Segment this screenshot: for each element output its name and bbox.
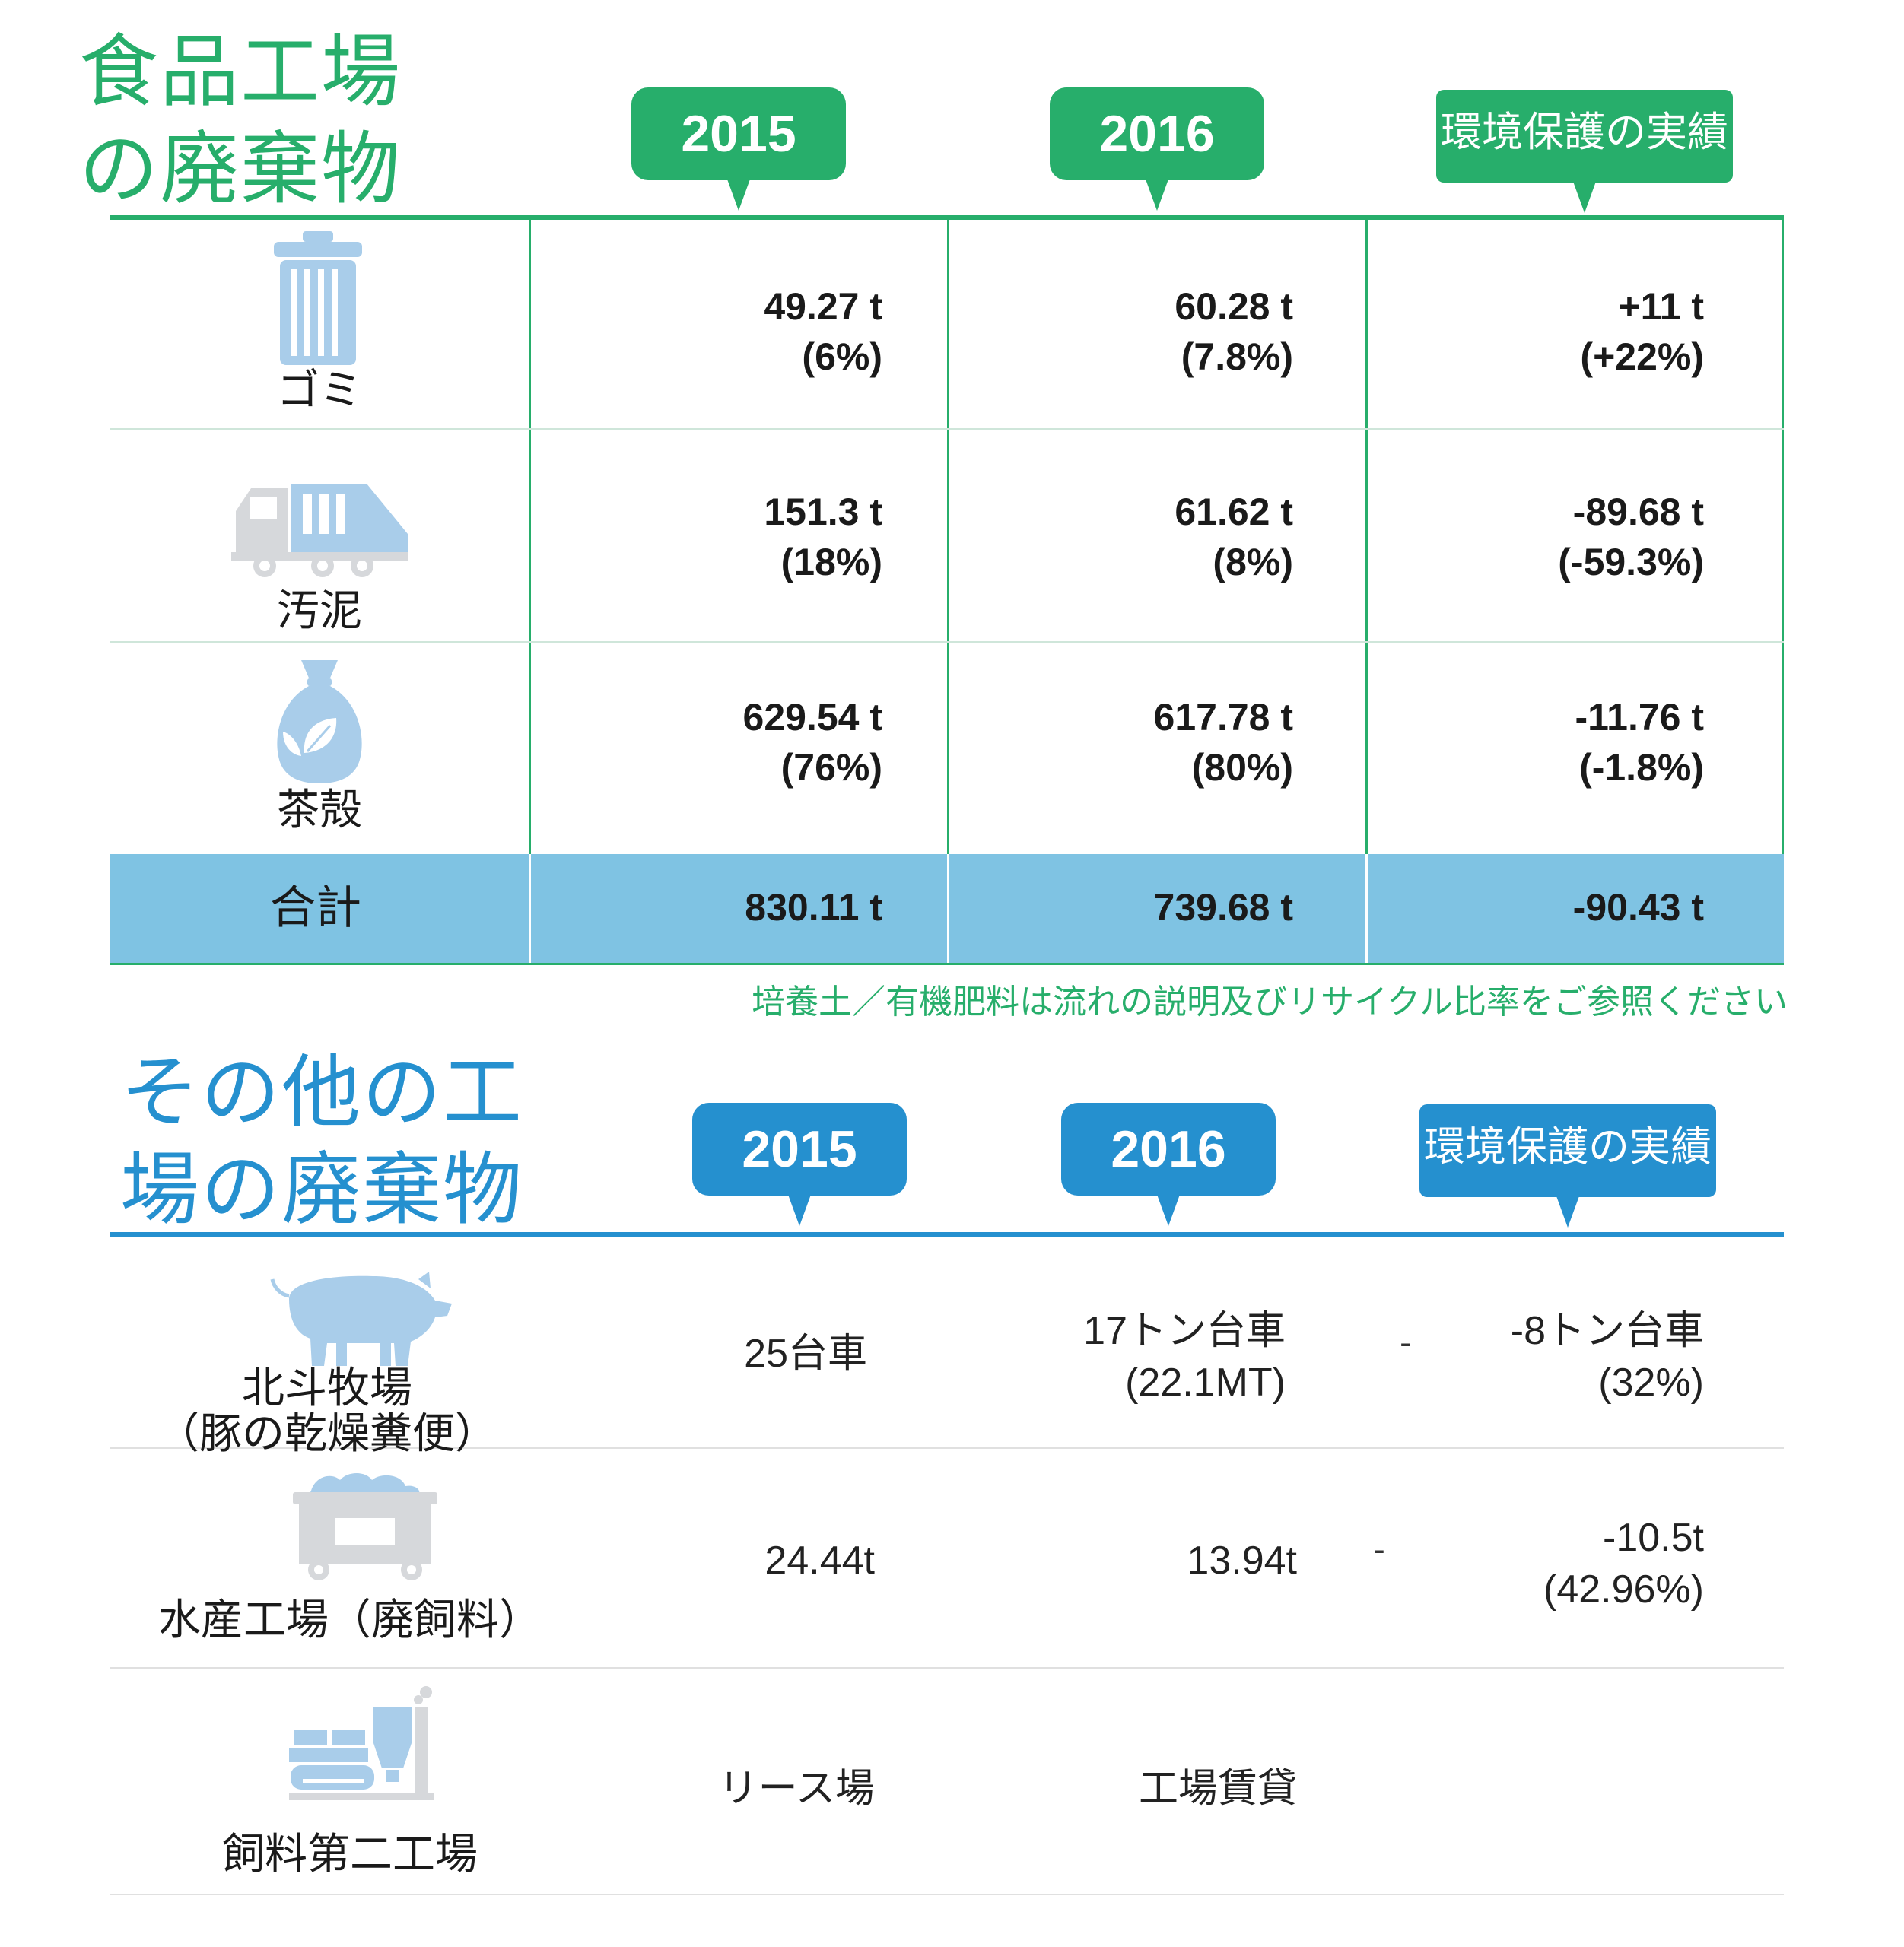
food-col-divider-1 (529, 219, 531, 964)
other-row-label: 北斗牧場 (242, 1364, 412, 1413)
other-col-2015: 2015 (742, 1120, 857, 1178)
food-total-divider-3 (1365, 854, 1368, 964)
food-col-divider-3 (1365, 219, 1368, 964)
food-total-diff: -90.43 t (1572, 886, 1704, 929)
food-value-2015: 629.54 t (76%) (742, 696, 882, 789)
food-col-effect: 環境保護の実績 (1441, 108, 1728, 156)
food-row-label: ゴミ (277, 366, 362, 415)
food-section-title: 食品工場 の廃棄物 (79, 23, 402, 218)
food-total-divider-1 (529, 854, 531, 964)
other-col-2016: 2016 (1111, 1120, 1226, 1178)
food-value-diff: +11 t (+22%) (1580, 285, 1704, 378)
other-title-line1: その他の工 (120, 1046, 524, 1139)
food-title-line2: の廃棄物 (79, 122, 402, 215)
factory-icon (289, 1686, 434, 1800)
food-value-diff: -89.68 t (-59.3%) (1558, 491, 1704, 583)
other-dash: - (1400, 1323, 1412, 1362)
food-table-bottom-rule (110, 963, 1784, 965)
food-value-2015: 49.27 t (6%) (764, 285, 882, 378)
trash-can-icon (274, 231, 362, 365)
food-title-line1: 食品工場 (79, 25, 402, 118)
food-value-2016: 60.28 t (7.8%) (1175, 285, 1293, 378)
food-row-sep-1 (110, 428, 1784, 430)
food-col-2016: 2016 (1099, 105, 1215, 163)
food-total-2016: 739.68 t (1153, 886, 1293, 929)
other-header-rule (110, 1232, 1784, 1237)
other-value-diff: -8トン台車 (32%) (1510, 1309, 1704, 1405)
other-section-title: その他の工 場の廃棄物 (120, 1043, 523, 1238)
other-value-2015: 24.44t (764, 1539, 875, 1583)
food-col-2015: 2015 (681, 105, 796, 163)
food-value-2016: 61.62 t (8%) (1175, 491, 1293, 583)
food-col-divider-4 (1782, 219, 1784, 854)
other-row-sublabel: （豚の乾燥糞便） (157, 1409, 497, 1459)
other-row-sep-1 (110, 1447, 1784, 1449)
food-header-rule (110, 215, 1784, 220)
food-total-2015: 830.11 t (745, 886, 882, 929)
pig-icon (270, 1272, 452, 1366)
other-value-diff: -10.5t (42.96%) (1543, 1516, 1704, 1612)
food-col-divider-2 (947, 219, 949, 964)
other-value-2015: 25台車 (744, 1332, 867, 1376)
other-badge-effect: 環境保護の実績 (1419, 1104, 1716, 1228)
other-badge-2015: 2015 (692, 1103, 907, 1226)
other-value-2016: 工場賃貸 (1138, 1767, 1297, 1811)
other-row-label: 飼料第二工場 (222, 1830, 478, 1879)
food-value-2015: 151.3 t (18%) (764, 491, 882, 583)
other-row-label: 水産工場（廃飼料） (158, 1596, 542, 1645)
food-row-label: 茶殻 (277, 786, 362, 835)
food-value-2016: 617.78 t (80%) (1153, 696, 1293, 789)
food-note: 培養土／有機肥料は流れの説明及びリサイクル比率をご参照ください (752, 983, 1788, 1021)
food-badge-2015: 2015 (631, 87, 846, 211)
food-row-sep-2 (110, 641, 1784, 643)
other-row-sep-2 (110, 1667, 1784, 1669)
other-value-2015: リース場 (718, 1767, 875, 1811)
other-value-2016: 17トン台車 (22.1MT) (1083, 1309, 1286, 1405)
food-badge-effect: 環境保護の実績 (1436, 90, 1733, 213)
other-value-2016: 13.94t (1187, 1539, 1297, 1583)
tea-leaf-bag-icon (277, 660, 362, 783)
food-badge-2016: 2016 (1050, 87, 1264, 211)
food-total-divider-2 (947, 854, 949, 964)
other-col-effect: 環境保護の実績 (1424, 1123, 1712, 1170)
food-total-label: 合計 (270, 881, 361, 935)
food-value-diff: -11.76 t (-1.8%) (1575, 696, 1704, 789)
other-title-line2: 場の廃棄物 (120, 1143, 524, 1236)
garbage-truck-icon (231, 484, 408, 577)
food-row-label: 汚泥 (277, 586, 362, 636)
other-row-sep-3 (110, 1894, 1784, 1895)
other-badge-2016: 2016 (1061, 1103, 1276, 1226)
mine-cart-icon (293, 1473, 437, 1580)
other-dash: - (1373, 1530, 1385, 1569)
